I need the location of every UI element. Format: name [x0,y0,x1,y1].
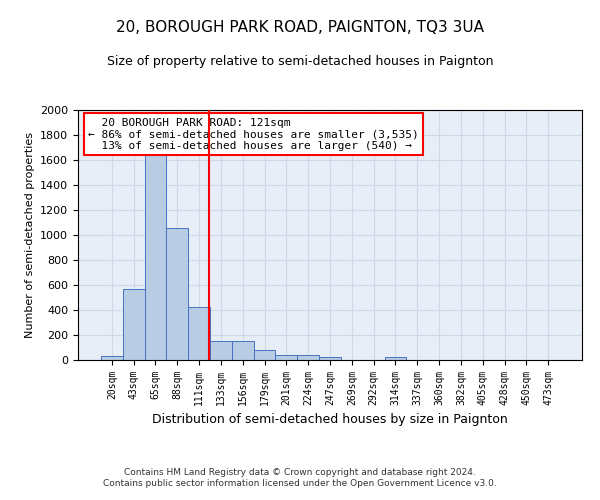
Bar [166,228,188,360]
Bar [254,350,275,360]
Text: Contains HM Land Registry data © Crown copyright and database right 2024.
Contai: Contains HM Land Registry data © Crown c… [103,468,497,487]
Text: Size of property relative to semi-detached houses in Paignton: Size of property relative to semi-detach… [107,55,493,68]
X-axis label: Distribution of semi-detached houses by size in Paignton: Distribution of semi-detached houses by … [152,414,508,426]
Text: 20 BOROUGH PARK ROAD: 121sqm
← 86% of semi-detached houses are smaller (3,535)
 : 20 BOROUGH PARK ROAD: 121sqm ← 86% of se… [88,118,419,150]
Bar [232,340,254,360]
Bar [101,356,123,360]
Bar [210,340,232,360]
Bar [145,151,166,360]
Bar [385,357,406,360]
Text: 20, BOROUGH PARK ROAD, PAIGNTON, TQ3 3UA: 20, BOROUGH PARK ROAD, PAIGNTON, TQ3 3UA [116,20,484,35]
Y-axis label: Number of semi-detached properties: Number of semi-detached properties [25,132,35,338]
Bar [275,355,297,360]
Bar [297,355,319,360]
Bar [123,289,145,360]
Bar [319,357,341,360]
Bar [188,307,210,360]
